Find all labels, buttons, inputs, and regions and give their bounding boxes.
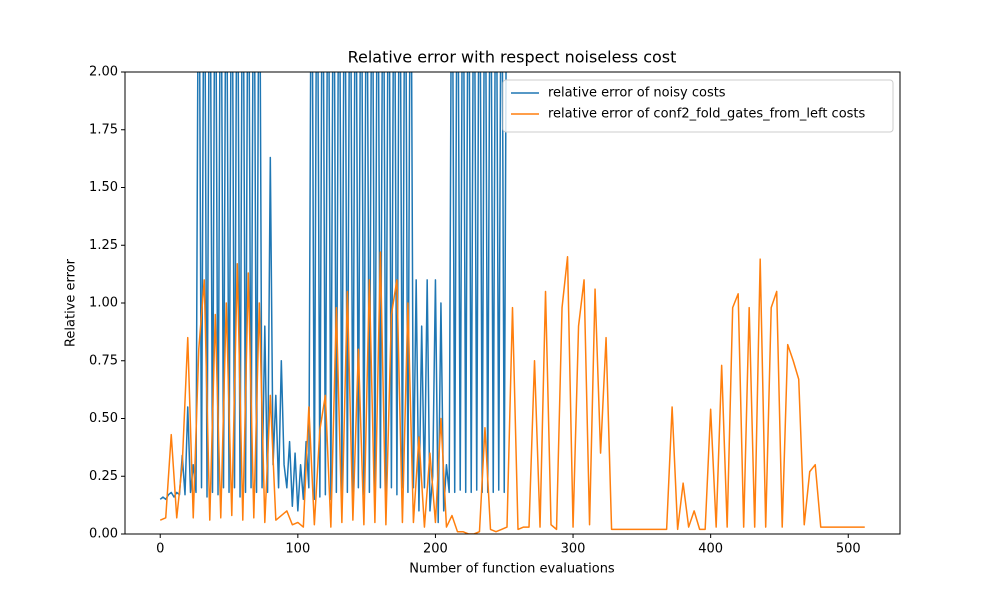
y-tick-label: 1.50 <box>89 180 118 195</box>
series-line <box>159 251 865 534</box>
x-tick-label: 400 <box>698 542 723 557</box>
legend-box <box>502 79 894 133</box>
series-line <box>159 72 507 524</box>
x-tick-label: 200 <box>423 542 448 557</box>
y-tick-label: 2.00 <box>89 65 118 80</box>
y-tick-label: 1.00 <box>89 296 118 311</box>
chart-title: Relative error with respect noiseless co… <box>348 48 677 67</box>
x-tick-label: 300 <box>561 542 586 557</box>
legend-label: relative error of conf2_fold_gates_from_… <box>548 107 866 122</box>
y-tick-label: 0.75 <box>89 353 118 368</box>
y-tick-label: 0.25 <box>89 469 118 484</box>
y-tick-label: 0.50 <box>89 411 118 426</box>
y-tick-label: 1.25 <box>89 238 118 253</box>
y-tick-label: 0.00 <box>89 527 118 542</box>
x-tick-label: 500 <box>836 542 861 557</box>
y-tick-label: 1.75 <box>89 122 118 137</box>
x-axis-label: Number of function evaluations <box>409 562 615 577</box>
legend-label: relative error of noisy costs <box>548 86 726 101</box>
x-tick-label: 0 <box>156 542 164 557</box>
plot-lines <box>159 72 865 534</box>
x-tick-label: 100 <box>285 542 310 557</box>
y-axis-label: Relative error <box>64 258 79 347</box>
